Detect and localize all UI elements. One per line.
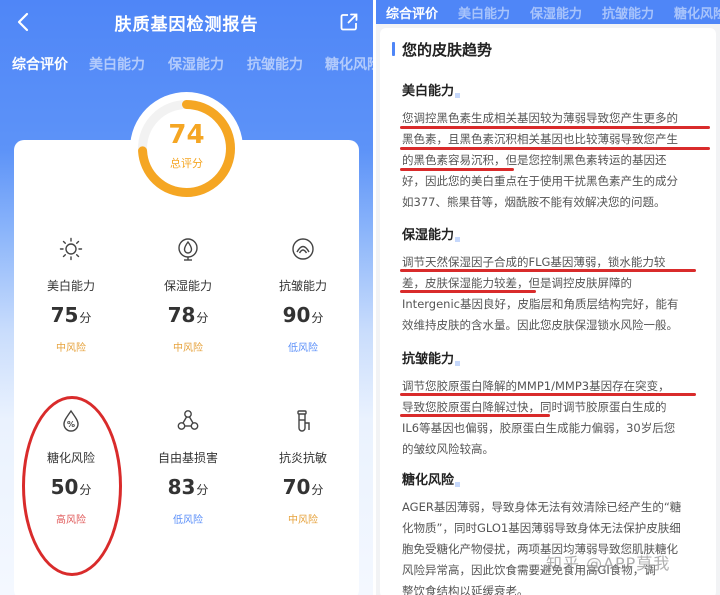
metric-free-radical[interactable]: 自由基损害 83分 低风险 <box>133 409 243 549</box>
tab-glycation[interactable]: 糖化风险 <box>325 57 373 73</box>
metric-moisturizing[interactable]: 保湿能力 78分 中风险 <box>133 237 243 377</box>
underline-annotation <box>400 126 710 129</box>
section-text-anti-wrinkle: 调节您胶原蛋白降解的MMP1/MMP3基因存在突变， 导致您胶原蛋白降解过快，同… <box>402 379 676 456</box>
section-accent-bar <box>392 42 395 56</box>
metric-name: 抗炎抗敏 <box>278 451 327 465</box>
page-title: 肤质基因检测报告 <box>114 15 259 35</box>
metric-anti-inflammation[interactable]: 抗炎抗敏 70分 中风险 <box>248 409 358 549</box>
total-score-value: 74 <box>168 120 205 150</box>
section-text-moisturizing: 调节天然保湿因子合成的FLG基因薄弱，锁水能力较 差，皮肤保湿能力较差，但是调控… <box>402 255 679 332</box>
watermark: 知乎 @APP莫我 <box>546 554 671 573</box>
metric-score: 75分 <box>50 303 92 327</box>
metric-anti-wrinkle[interactable]: 抗皱能力 90分 低风险 <box>248 237 358 377</box>
category-tabs-right: 综合评价 美白能力 保湿能力 抗皱能力 糖化风险 <box>376 0 720 24</box>
metric-score: 70分 <box>282 475 324 499</box>
section-text-whitening: 您调控黑色素生成相关基因较为薄弱导致您产生更多的 黑色素，且黑色素沉积相关基因也… <box>402 111 678 209</box>
underline-annotation <box>400 269 696 272</box>
tab-whitening[interactable]: 美白能力 <box>89 57 145 73</box>
tab-moisturizing[interactable]: 保湿能力 <box>530 7 583 22</box>
underline-annotation <box>400 414 550 417</box>
top-bar: 肤质基因检测报告 <box>0 0 373 46</box>
metric-risk: 低风险 <box>173 515 203 526</box>
section-title-moisturizing: 保湿能力 <box>402 224 461 243</box>
tab-overview[interactable]: 综合评价 <box>386 7 439 22</box>
category-tabs: 综合评价 美白能力 保湿能力 抗皱能力 糖化风险 <box>0 50 373 80</box>
tab-whitening[interactable]: 美白能力 <box>458 7 511 22</box>
skin-trend-panel: 综合评价 美白能力 保湿能力 抗皱能力 糖化风险 您的皮肤趋势 美白能力 您调控… <box>376 0 720 595</box>
trend-section-title: 您的皮肤趋势 <box>402 41 493 59</box>
metric-whitening[interactable]: 美白能力 75分 中风险 <box>16 237 126 377</box>
metric-name: 抗皱能力 <box>278 279 327 293</box>
metric-score: 90分 <box>282 303 324 327</box>
report-overview-panel: 肤质基因检测报告 综合评价 美白能力 保湿能力 抗皱能力 糖化风险 74 总评分 <box>0 0 373 595</box>
metric-risk: 中风险 <box>56 343 86 354</box>
water-drop-icon <box>178 238 198 261</box>
tab-moisturizing[interactable]: 保湿能力 <box>168 57 224 73</box>
trend-card: 您的皮肤趋势 美白能力 您调控黑色素生成相关基因较为薄弱导致您产生更多的 黑色素… <box>380 28 716 595</box>
share-button[interactable] <box>339 12 359 32</box>
metric-score: 83分 <box>167 475 209 499</box>
metric-risk: 中风险 <box>173 343 203 354</box>
underline-annotation <box>400 393 696 396</box>
chevron-left-icon <box>17 12 29 32</box>
tab-anti-wrinkle[interactable]: 抗皱能力 <box>247 57 303 73</box>
panel-divider <box>373 0 376 595</box>
sun-icon <box>59 237 83 261</box>
wrinkle-face-icon <box>292 238 314 260</box>
metric-risk: 低风险 <box>288 343 318 354</box>
metric-score: 78分 <box>167 303 209 327</box>
metric-name: 自由基损害 <box>157 451 218 465</box>
section-title-anti-wrinkle: 抗皱能力 <box>402 348 461 367</box>
underline-annotation <box>400 168 514 171</box>
back-button[interactable] <box>14 8 38 36</box>
metric-name: 美白能力 <box>46 279 95 293</box>
underline-annotation <box>400 290 536 293</box>
total-score-label: 总评分 <box>170 157 203 170</box>
molecule-icon <box>177 410 199 430</box>
section-title-glycation: 糖化风险 <box>402 469 461 488</box>
share-icon <box>340 13 358 31</box>
metric-name: 保湿能力 <box>163 279 212 293</box>
tab-overview[interactable]: 综合评价 <box>12 57 68 73</box>
highlight-circle-annotation <box>22 396 122 576</box>
section-title-whitening: 美白能力 <box>402 80 461 99</box>
total-score-ring: 74 总评分 <box>130 92 243 205</box>
section-text-glycation: AGER基因薄弱，导致身体无法有效清除已经产生的“糖 化物质”，同时GLO1基因… <box>402 500 682 595</box>
tab-anti-wrinkle[interactable]: 抗皱能力 <box>602 7 655 22</box>
shield-flask-icon <box>297 410 310 432</box>
tab-glycation[interactable]: 糖化风险 <box>674 7 720 22</box>
metric-risk: 中风险 <box>288 515 318 526</box>
underline-annotation <box>400 147 710 150</box>
score-progress-ring <box>138 100 235 197</box>
